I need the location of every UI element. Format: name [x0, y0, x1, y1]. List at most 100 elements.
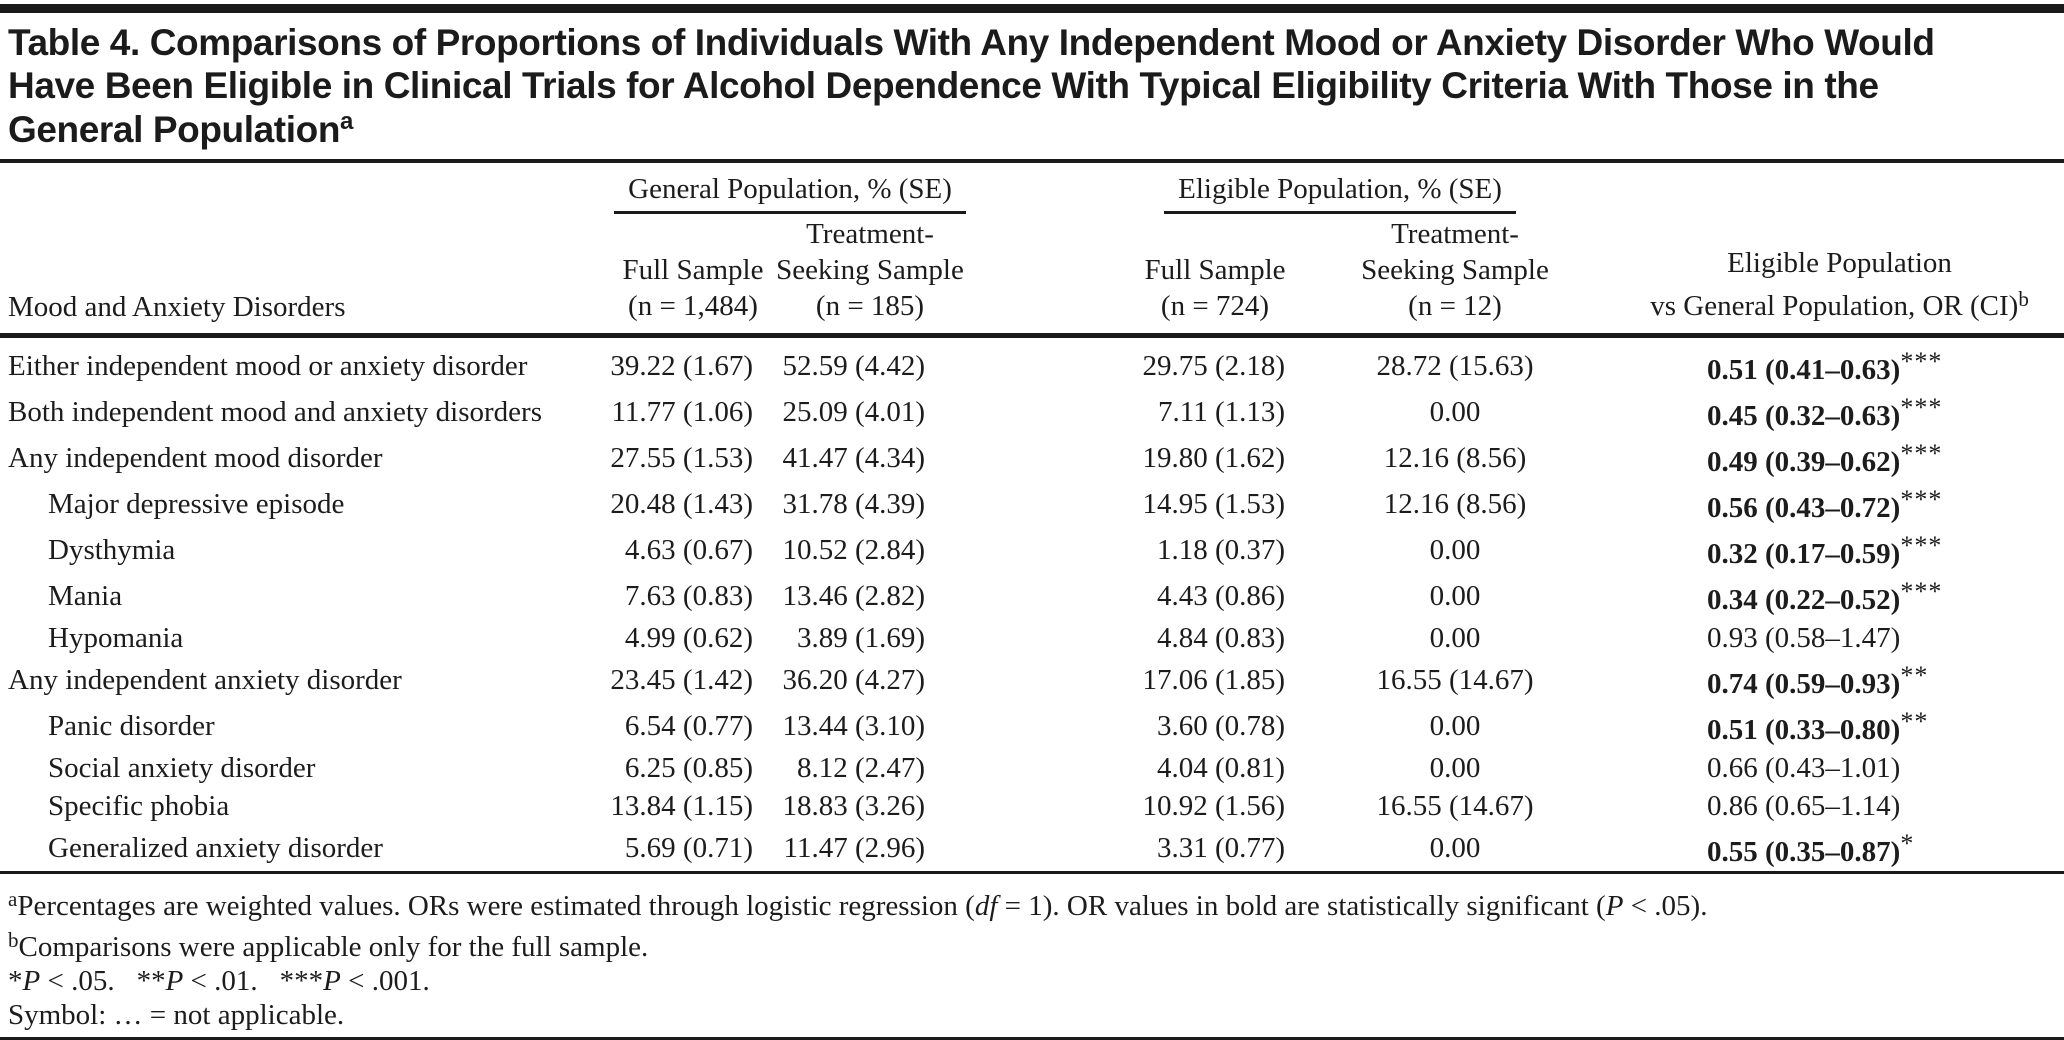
- cell-odds-ratio: 0.55 (0.35–0.87)*: [1615, 825, 2064, 873]
- bottom-divider: [0, 1036, 2064, 1040]
- row-label: Both independent mood and anxiety disord…: [8, 395, 542, 428]
- significance-stars: ***: [1900, 530, 1943, 560]
- cell-ep-full-sample: 17.06 (1.85): [1142, 663, 1286, 696]
- spanner-empty-stub: [0, 163, 575, 215]
- row-label: Any independent mood disorder: [8, 441, 383, 474]
- top-rule-bar: [0, 4, 2064, 13]
- cell-ep-full-sample: 4.04 (0.81): [1156, 751, 1286, 784]
- cell-gp-treatment-seeking: 36.20 (4.27): [782, 663, 926, 696]
- significance-level-3: ***P < .001.: [280, 965, 430, 997]
- odds-ratio-value: 0.32 (0.17–0.59): [1707, 537, 1901, 570]
- p-symbol: P: [323, 964, 341, 997]
- odds-ratio-value: 0.49 (0.39–0.62): [1707, 445, 1901, 478]
- significance-level-1: *P < .05.: [8, 965, 115, 997]
- odds-ratio-value: 0.34 (0.22–0.52): [1707, 583, 1901, 616]
- table-row: Any independent anxiety disorder 23.45 (1…: [0, 657, 2064, 703]
- cell-ep-treatment-seeking: 16.55 (14.67): [1376, 789, 1534, 822]
- cell-odds-ratio: 0.86 (0.65–1.14): [1615, 787, 2064, 825]
- cell-ep-treatment-seeking: 12.16 (8.56): [1383, 487, 1527, 520]
- cell-gp-full-sample: 5.69 (0.71): [624, 831, 753, 864]
- odds-ratio-value: 0.86 (0.65–1.14): [1707, 789, 1901, 822]
- cell-ep-treatment-seeking: 12.16 (8.56): [1383, 441, 1527, 474]
- one-star: *: [8, 964, 23, 997]
- cell-gp-treatment-seeking: 13.46 (2.82): [782, 579, 926, 612]
- odds-ratio-header-line1: Eligible Population: [1727, 246, 1952, 279]
- cell-ep-treatment-seeking: 0.00: [1429, 621, 1481, 654]
- odds-ratio-value: 0.93 (0.58–1.47): [1707, 621, 1901, 654]
- odds-ratio-value: 0.51 (0.33–0.80): [1707, 713, 1901, 746]
- cell-gp-treatment-seeking: 11.47 (2.96): [783, 831, 926, 864]
- footnote-a-text2: = 1). OR values in bold are statisticall…: [997, 889, 1606, 922]
- document: Table 4. Comparisons of Proportions of I…: [0, 4, 2064, 1040]
- cell-ep-treatment-seeking: 0.00: [1429, 579, 1481, 612]
- cell-gp-treatment-seeking: 18.83 (3.26): [782, 789, 926, 822]
- cell-ep-treatment-seeking: 0.00: [1429, 533, 1481, 566]
- table-header: General Population, % (SE) Eligible Popu…: [0, 163, 2064, 336]
- cell-ep-treatment-seeking: 0.00: [1429, 751, 1481, 784]
- table-title-text: Table 4. Comparisons of Proportions of I…: [8, 22, 1935, 150]
- symbol-footnote: Symbol: … = not applicable.: [8, 998, 345, 1031]
- row-label: Dysthymia: [48, 533, 176, 566]
- cell-gp-full-sample: 27.55 (1.53): [610, 441, 753, 474]
- spanner-empty-or: [1615, 163, 2064, 215]
- row-label: Hypomania: [48, 621, 184, 654]
- p-symbol: P: [165, 964, 184, 997]
- cell-gp-treatment-seeking: 25.09 (4.01): [782, 395, 926, 428]
- p-symbol: P: [22, 964, 41, 997]
- title-divider: [0, 158, 2064, 163]
- footnote-a-p: P: [1605, 889, 1624, 922]
- footnote-a-text: Percentages are weighted values. ORs wer…: [17, 889, 975, 922]
- table-row: Panic disorder 6.54 (0.77) 13.44 (3.10) 3.6…: [0, 703, 2064, 749]
- cell-gp-treatment-seeking: 41.47 (4.34): [782, 441, 926, 474]
- ep-full-sample-header-line1: Full Sample: [1144, 253, 1286, 286]
- significance-stars: ***: [1900, 484, 1943, 514]
- footnote-a-df: df: [974, 889, 998, 922]
- ep-full-sample-n: (n = 724): [1160, 289, 1270, 322]
- cell-ep-treatment-seeking: 28.72 (15.63): [1376, 349, 1534, 382]
- row-label: Specific phobia: [48, 789, 230, 822]
- cell-ep-full-sample: 29.75 (2.18): [1142, 349, 1286, 382]
- cell-gp-full-sample: 20.48 (1.43): [610, 487, 753, 520]
- table-row: Either independent mood or anxiety disor…: [0, 335, 2064, 389]
- cell-odds-ratio: 0.34 (0.22–0.52)***: [1615, 573, 2064, 619]
- significance-footnote: *P < .05. **P < .01. ***P < .001.: [8, 964, 2054, 998]
- gp-full-sample-header: Full Sample (n = 1,484): [575, 215, 775, 336]
- ep-treatment-seeking-n: (n = 12): [1408, 289, 1502, 322]
- footnote-a: aPercentages are weighted values. ORs we…: [8, 882, 2054, 923]
- three-stars: ***: [279, 964, 324, 997]
- odds-ratio-value: 0.51 (0.41–0.63): [1707, 353, 1901, 386]
- cell-ep-full-sample: 3.31 (0.77): [1156, 831, 1286, 864]
- column-header-row: Mood and Anxiety Disorders Full Sample (…: [0, 215, 2064, 336]
- general-population-spanner-label: General Population, % (SE): [614, 171, 966, 214]
- eligible-population-spanner-label: Eligible Population, % (SE): [1164, 171, 1516, 214]
- cell-odds-ratio: 0.66 (0.43–1.01): [1615, 749, 2064, 787]
- cell-gp-treatment-seeking: 52.59 (4.42): [782, 349, 926, 382]
- cell-gp-treatment-seeking: 31.78 (4.39): [782, 487, 926, 520]
- cell-gp-full-sample: 6.25 (0.85): [624, 751, 753, 784]
- cell-ep-full-sample: 1.18 (0.37): [1156, 533, 1286, 566]
- cell-odds-ratio: 0.74 (0.59–0.93)**: [1615, 657, 2064, 703]
- table-row: Dysthymia 4.63 (0.67) 10.52 (2.84) 1.18 (0.…: [0, 527, 2064, 573]
- cell-ep-treatment-seeking: 0.00: [1429, 709, 1481, 742]
- table-row: Social anxiety disorder 6.25 (0.85) 8.12 (…: [0, 749, 2064, 787]
- cell-odds-ratio: 0.32 (0.17–0.59)***: [1615, 527, 2064, 573]
- eligible-population-spanner: Eligible Population, % (SE): [965, 163, 1615, 215]
- ep-treatment-seeking-header-line1: Treatment-: [1391, 217, 1519, 250]
- row-label: Generalized anxiety disorder: [48, 831, 383, 864]
- title-footnote-marker: a: [340, 107, 353, 135]
- odds-ratio-value: 0.55 (0.35–0.87): [1707, 835, 1901, 868]
- table-row: Any independent mood disorder 27.55 (1.53…: [0, 435, 2064, 481]
- significance-stars: **: [1900, 660, 1929, 690]
- row-label: Panic disorder: [48, 709, 215, 742]
- footnote-b: bComparisons were applicable only for th…: [8, 923, 2054, 964]
- cell-odds-ratio: 0.49 (0.39–0.62)***: [1615, 435, 2064, 481]
- significance-stars: *: [1900, 828, 1915, 858]
- row-label: Any independent anxiety disorder: [8, 663, 402, 696]
- cell-odds-ratio: 0.51 (0.41–0.63)***: [1615, 335, 2064, 389]
- cell-gp-treatment-seeking: 3.89 (1.69): [796, 621, 926, 654]
- gp-treatment-seeking-n: (n = 185): [815, 289, 925, 322]
- results-table: General Population, % (SE) Eligible Popu…: [0, 163, 2064, 874]
- stub-column-header: Mood and Anxiety Disorders: [8, 290, 346, 323]
- cell-odds-ratio: 0.56 (0.43–0.72)***: [1615, 481, 2064, 527]
- table-title: Table 4. Comparisons of Proportions of I…: [0, 13, 2038, 159]
